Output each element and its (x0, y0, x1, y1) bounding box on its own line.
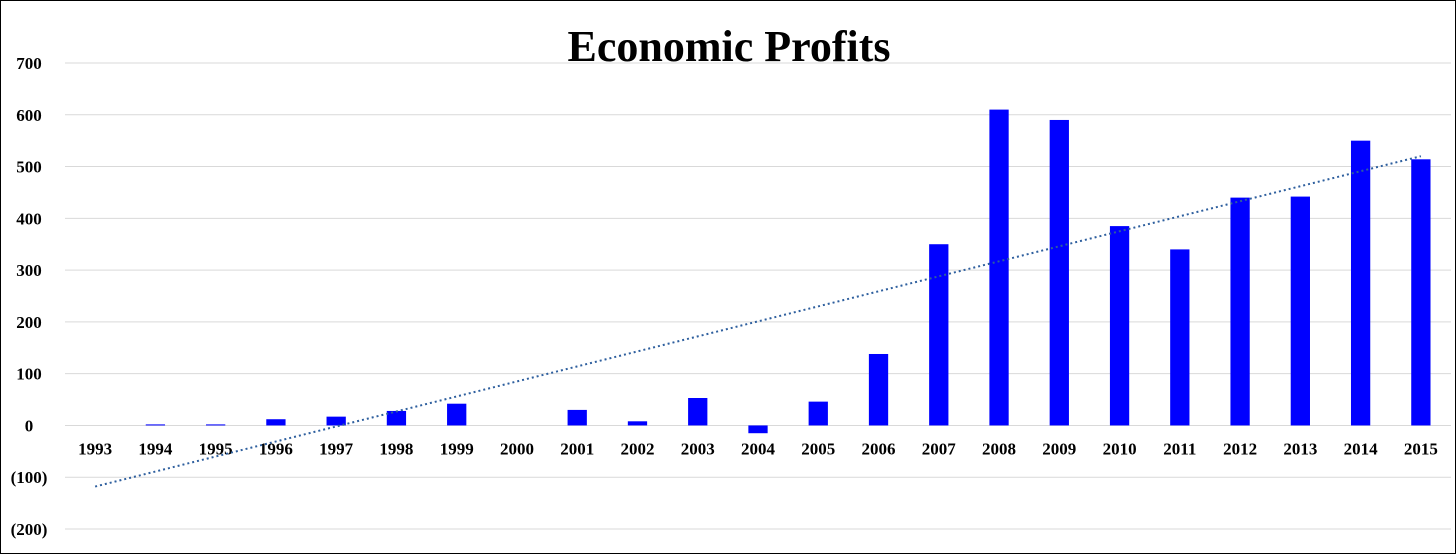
bar (688, 398, 708, 426)
y-tick-label: 0 (25, 416, 34, 435)
y-tick-label: (100) (11, 468, 48, 487)
bar (627, 421, 648, 426)
x-tick-label: 2014 (1344, 439, 1379, 458)
x-tick-label: 2005 (801, 439, 835, 458)
x-tick-label: 1999 (440, 439, 474, 458)
x-tick-label: 2012 (1223, 439, 1257, 458)
y-tick-label: 300 (16, 261, 42, 280)
bar (1350, 140, 1371, 426)
x-tick-label: 2003 (681, 439, 715, 458)
x-tick-label: 1997 (319, 439, 354, 458)
bar (808, 401, 828, 426)
bar (748, 425, 768, 434)
x-tick-label: 2001 (560, 439, 594, 458)
bar (1290, 196, 1310, 426)
x-tick-label: 1998 (379, 439, 413, 458)
bar (1049, 119, 1069, 426)
x-tick-label: 2000 (500, 439, 534, 458)
bar (145, 424, 166, 426)
x-tick-label: 2009 (1042, 439, 1076, 458)
bar (989, 109, 1009, 426)
x-tick-label: 2008 (982, 439, 1016, 458)
x-tick-label: 2006 (862, 439, 896, 458)
x-axis-ticks: 1993 1994 1995 1996 1997 1998 1999 2000 2001 2002… (78, 439, 1438, 458)
x-tick-label: 2004 (741, 439, 776, 458)
bar (206, 424, 226, 426)
bar (447, 403, 467, 426)
x-tick-label: 2013 (1283, 439, 1317, 458)
x-tick-label: 2015 (1404, 439, 1438, 458)
y-tick-label: 700 (16, 54, 42, 73)
x-tick-label: 1995 (199, 439, 233, 458)
bar (1170, 249, 1190, 426)
trendline (94, 155, 1422, 488)
bar (386, 410, 407, 426)
x-tick-label: 2010 (1103, 439, 1137, 458)
y-tick-label: 500 (16, 158, 42, 177)
bar (1109, 226, 1130, 426)
x-tick-label: 2007 (922, 439, 957, 458)
y-tick-label: 200 (16, 313, 42, 332)
bar (266, 419, 286, 426)
bar (326, 416, 346, 426)
bar (929, 244, 949, 426)
x-tick-label: 2002 (620, 439, 654, 458)
bars (145, 109, 1431, 434)
chart-title: Economic Profits (567, 22, 890, 71)
y-tick-label: (200) (11, 520, 48, 539)
bar (1411, 159, 1431, 426)
bar (567, 409, 587, 426)
trendline-layer (94, 155, 1422, 488)
y-tick-label: 400 (16, 209, 42, 228)
x-tick-label: 2011 (1163, 439, 1196, 458)
x-tick-label: 1993 (78, 439, 112, 458)
y-axis-ticks: (200) (100) 0 100 200 300 400 500 600 700 (11, 54, 48, 539)
bar (868, 353, 889, 426)
x-tick-label: 1994 (138, 439, 173, 458)
x-tick-label: 1996 (259, 439, 293, 458)
bar (1230, 197, 1250, 426)
y-tick-label: 100 (16, 365, 42, 384)
gridlines (65, 62, 1451, 530)
y-tick-label: 600 (16, 106, 42, 125)
